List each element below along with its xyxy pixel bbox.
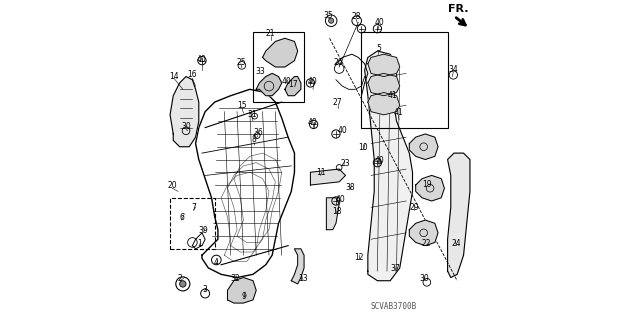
- Polygon shape: [256, 73, 282, 96]
- Text: 30: 30: [181, 122, 191, 131]
- Text: 8: 8: [252, 135, 257, 144]
- Polygon shape: [291, 249, 304, 284]
- Text: 1: 1: [197, 239, 202, 248]
- Text: 27: 27: [333, 98, 342, 107]
- Text: 40: 40: [308, 118, 318, 127]
- Text: 40: 40: [375, 156, 385, 165]
- Text: 24: 24: [452, 239, 461, 248]
- Polygon shape: [262, 38, 298, 67]
- Polygon shape: [368, 73, 400, 96]
- Text: SCVAB3700B: SCVAB3700B: [371, 302, 417, 311]
- Polygon shape: [410, 220, 438, 246]
- Text: 33: 33: [255, 67, 265, 76]
- Text: 21: 21: [266, 29, 275, 38]
- Text: 40: 40: [197, 55, 207, 63]
- Text: 16: 16: [188, 70, 197, 79]
- Bar: [253, 32, 304, 102]
- Circle shape: [180, 281, 186, 287]
- Text: 35: 35: [323, 11, 333, 20]
- Text: 28: 28: [351, 12, 361, 21]
- Text: 17: 17: [288, 80, 298, 89]
- Text: 30: 30: [419, 274, 429, 283]
- Text: 20: 20: [168, 181, 177, 190]
- Text: 40: 40: [282, 77, 291, 86]
- Bar: [362, 32, 447, 128]
- Text: 4: 4: [214, 258, 219, 267]
- Text: 41: 41: [394, 108, 403, 117]
- Text: 2: 2: [178, 274, 182, 283]
- Polygon shape: [310, 169, 346, 185]
- Text: 38: 38: [346, 183, 355, 192]
- Circle shape: [328, 18, 333, 23]
- Text: 13: 13: [298, 274, 308, 283]
- Text: 5: 5: [376, 44, 381, 53]
- Text: 3: 3: [202, 285, 207, 294]
- Text: 32: 32: [230, 274, 240, 283]
- Text: 7: 7: [191, 204, 196, 212]
- Text: 9: 9: [242, 292, 246, 300]
- Text: 6: 6: [179, 213, 184, 222]
- Polygon shape: [365, 51, 413, 281]
- Text: 10: 10: [358, 143, 368, 152]
- Polygon shape: [416, 175, 444, 201]
- Text: 23: 23: [340, 159, 349, 168]
- Polygon shape: [196, 89, 294, 278]
- Text: 40: 40: [338, 126, 348, 135]
- Polygon shape: [326, 198, 339, 230]
- Text: 40: 40: [336, 195, 346, 204]
- Polygon shape: [227, 278, 256, 303]
- Polygon shape: [285, 77, 301, 96]
- Polygon shape: [368, 54, 400, 77]
- Text: 40: 40: [308, 77, 318, 86]
- Text: 26: 26: [333, 58, 343, 67]
- Text: 36: 36: [253, 128, 262, 137]
- Bar: [170, 198, 215, 249]
- Text: 31: 31: [247, 110, 257, 119]
- Text: 15: 15: [237, 101, 246, 110]
- Text: 19: 19: [422, 180, 432, 189]
- Polygon shape: [410, 134, 438, 160]
- Text: 25: 25: [236, 58, 246, 67]
- Text: 11: 11: [316, 168, 325, 177]
- Polygon shape: [368, 93, 400, 115]
- Text: FR.: FR.: [447, 4, 468, 14]
- Text: 39: 39: [198, 226, 209, 235]
- Text: 22: 22: [422, 239, 431, 248]
- Text: 41: 41: [387, 91, 397, 100]
- Polygon shape: [447, 153, 470, 278]
- Text: 12: 12: [355, 253, 364, 262]
- Text: 29: 29: [410, 204, 420, 212]
- Text: 18: 18: [332, 207, 342, 216]
- Text: 40: 40: [374, 19, 384, 27]
- Text: 37: 37: [391, 264, 401, 273]
- Text: 34: 34: [449, 65, 458, 74]
- Text: 14: 14: [169, 72, 179, 81]
- Polygon shape: [170, 77, 199, 147]
